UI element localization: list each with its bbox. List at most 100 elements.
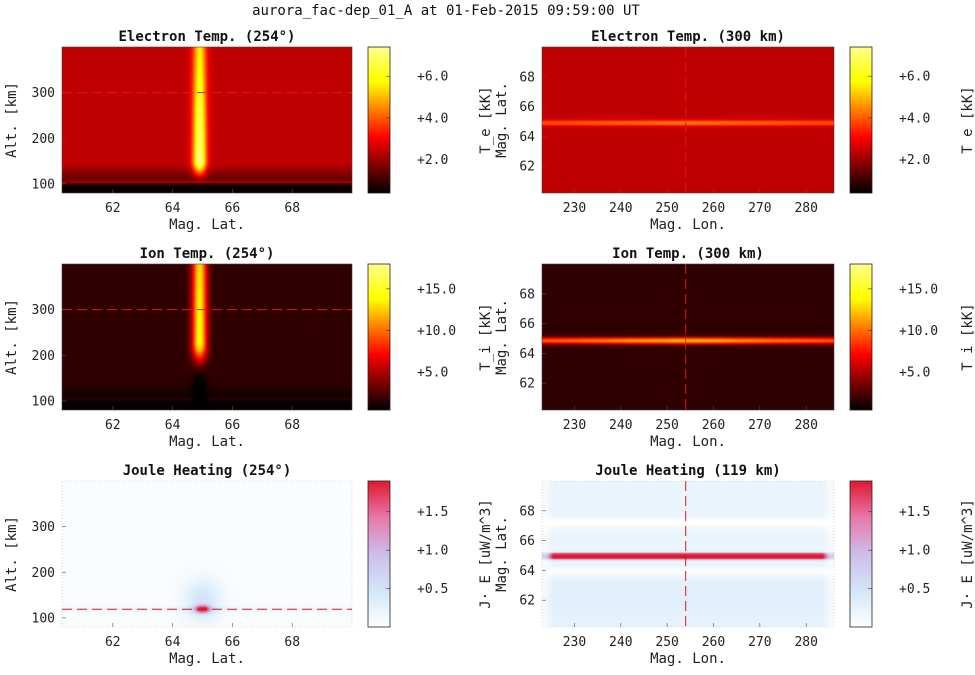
y-tick-label: 64 (519, 564, 535, 579)
colorbar-tick-label: +5.0 (417, 365, 448, 380)
x-tick-label: 250 (655, 635, 678, 650)
panel-2: Electron Temp. (300 km) 230 240 250 260 270 28… (494, 29, 975, 233)
x-tick-label: 230 (563, 635, 586, 650)
panel-6: Joule Heating (119 km) 230 240 250 260 270 280… (494, 463, 975, 667)
colorbar-frame (849, 46, 873, 194)
colorbar-tick-label: +6.0 (899, 70, 930, 85)
plot-frame (61, 263, 353, 411)
y-tick-label: 100 (32, 611, 55, 626)
y-tick-label: 66 (519, 534, 535, 549)
plot-frame (541, 263, 835, 411)
y-axis-label: Alt. [km] (4, 299, 20, 375)
colorbar-tick-label: +1.5 (899, 505, 930, 520)
panel-title: Ion Temp. (254°) (140, 246, 275, 262)
x-tick-label: 280 (794, 201, 817, 216)
x-tick-label: 68 (284, 201, 300, 216)
x-tick-label: 66 (225, 201, 241, 216)
x-axis-label: Mag. Lat. (169, 434, 245, 450)
colorbar-frame (367, 46, 391, 194)
x-tick-label: 270 (748, 635, 771, 650)
colorbar-frame (367, 480, 391, 628)
colorbar-tick-label: +15.0 (417, 282, 456, 297)
colorbar (850, 481, 872, 627)
colorbar-frame (367, 263, 391, 411)
colorbar-label: T_i [kK] (960, 303, 975, 370)
panel-3: Ion Temp. (254°) 62 64 66 68 Mag. Lat. 100 200 3… (4, 246, 494, 450)
panel-1: Electron Temp. (254°) 62 64 66 68 Mag. Lat. 10… (4, 29, 494, 233)
x-tick-label: 62 (105, 418, 121, 433)
panel-title: Electron Temp. (254°) (118, 29, 295, 45)
y-tick-label: 300 (32, 86, 55, 101)
y-tick-label: 66 (519, 100, 535, 115)
x-tick-label: 240 (609, 418, 632, 433)
panel-5: Joule Heating (254°) 62 64 66 68 Mag. Lat. 100… (4, 463, 494, 667)
x-tick-label: 240 (609, 201, 632, 216)
heatmap-image (62, 47, 352, 193)
colorbar-label: T_i [kK] (478, 303, 494, 370)
x-axis-label: Mag. Lon. (650, 217, 726, 233)
colorbar (850, 264, 872, 410)
panel-title: Ion Temp. (300 km) (612, 246, 764, 262)
colorbar-tick-label: +5.0 (899, 365, 930, 380)
x-tick-label: 280 (794, 635, 817, 650)
y-tick-label: 300 (32, 520, 55, 535)
colorbar (368, 481, 390, 627)
y-tick-label: 64 (519, 347, 535, 362)
panel-4: Ion Temp. (300 km) 230 240 250 260 270 280 Mag.… (494, 246, 975, 450)
y-tick-label: 64 (519, 130, 535, 145)
colorbar-tick-label: +6.0 (417, 70, 448, 85)
colorbar-tick-label: +1.0 (899, 544, 930, 559)
x-tick-label: 230 (563, 201, 586, 216)
y-axis-label: Alt. [km] (4, 516, 20, 592)
y-tick-label: 62 (519, 377, 535, 392)
x-tick-label: 68 (284, 418, 300, 433)
colorbar (368, 264, 390, 410)
colorbar-frame (849, 263, 873, 411)
x-axis-label: Mag. Lon. (650, 651, 726, 667)
x-tick-label: 260 (702, 201, 725, 216)
heatmap-image (62, 481, 352, 627)
colorbar-frame (849, 480, 873, 628)
colorbar-tick-label: +10.0 (417, 324, 456, 339)
heatmap-image (542, 47, 834, 193)
y-axis-label: Mag. Lat. (494, 516, 510, 592)
y-tick-label: 200 (32, 566, 55, 581)
y-tick-label: 100 (32, 177, 55, 192)
colorbar-tick-label: +15.0 (899, 282, 938, 297)
colorbar-label: T_e [kK] (960, 86, 975, 153)
x-tick-label: 270 (748, 201, 771, 216)
x-tick-label: 62 (105, 201, 121, 216)
heatmap-image (542, 264, 834, 410)
y-tick-label: 62 (519, 160, 535, 175)
colorbar-tick-label: +2.0 (899, 153, 930, 168)
y-tick-label: 68 (519, 70, 535, 85)
x-tick-label: 280 (794, 418, 817, 433)
colorbar-tick-label: +0.5 (899, 582, 930, 597)
x-tick-label: 250 (655, 201, 678, 216)
x-axis-label: Mag. Lat. (169, 651, 245, 667)
heatmap-image (62, 264, 352, 410)
x-tick-label: 66 (225, 418, 241, 433)
colorbar (368, 47, 390, 193)
x-tick-label: 260 (702, 418, 725, 433)
colorbar-tick-label: +0.5 (417, 582, 448, 597)
y-tick-label: 100 (32, 394, 55, 409)
x-tick-label: 240 (609, 635, 632, 650)
x-tick-label: 64 (165, 635, 181, 650)
colorbar-label: J· E [uW/m^3] (960, 499, 975, 609)
x-tick-label: 64 (165, 418, 181, 433)
colorbar-tick-label: +4.0 (417, 111, 448, 126)
x-tick-label: 68 (284, 635, 300, 650)
colorbar-label: J· E [uW/m^3] (478, 499, 494, 609)
y-tick-label: 68 (519, 504, 535, 519)
x-tick-label: 230 (563, 418, 586, 433)
panel-title: Joule Heating (254°) (123, 463, 292, 479)
x-tick-label: 66 (225, 635, 241, 650)
panel-title: Joule Heating (119 km) (595, 463, 780, 479)
plot-frame (61, 46, 353, 194)
x-tick-label: 62 (105, 635, 121, 650)
y-tick-label: 300 (32, 303, 55, 318)
y-axis-label: Mag. Lat. (494, 82, 510, 158)
y-tick-label: 200 (32, 132, 55, 147)
